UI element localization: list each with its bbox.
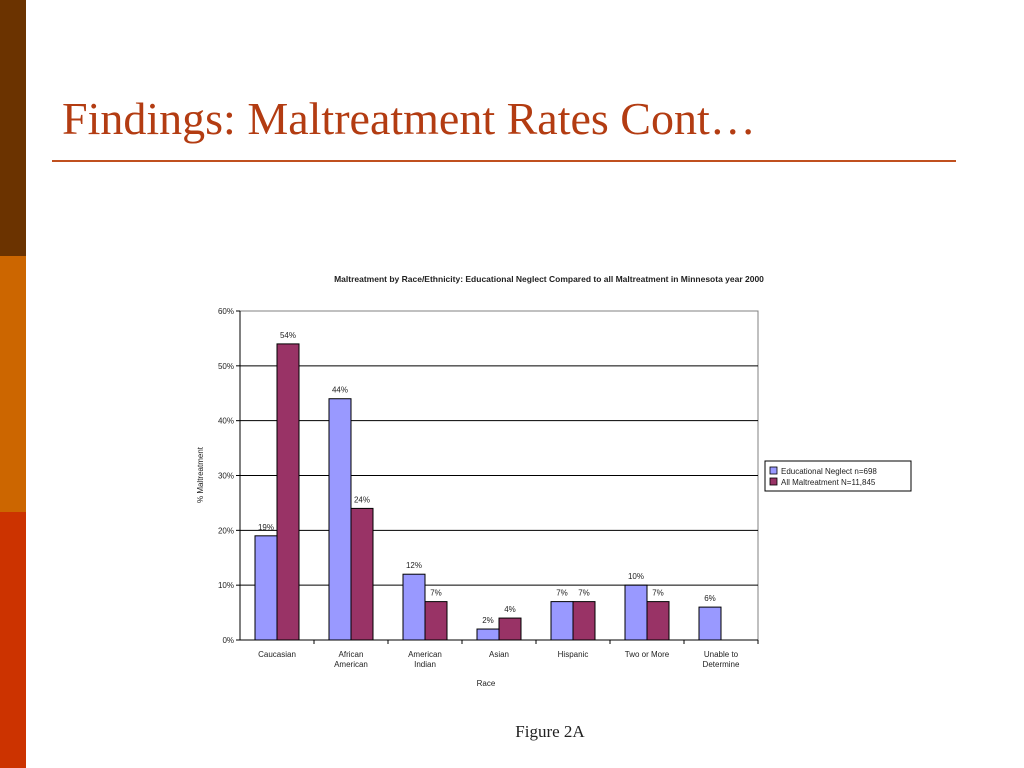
data-label: 2%	[482, 616, 494, 625]
chart-bars	[254, 343, 722, 641]
x-tick-label: Two or More	[625, 650, 670, 659]
data-label: 24%	[354, 495, 370, 504]
bar	[350, 507, 374, 641]
bar	[550, 601, 574, 641]
data-label: 54%	[280, 331, 296, 340]
bar	[624, 584, 648, 641]
chart-title: Maltreatment by Race/Ethnicity: Educatio…	[334, 274, 764, 284]
x-axis-title: Race	[477, 679, 496, 688]
title-rule	[52, 160, 956, 162]
data-label: 6%	[704, 594, 716, 603]
bar	[572, 601, 596, 641]
data-label: 19%	[258, 523, 274, 532]
y-tick-label: 20%	[218, 526, 234, 535]
y-tick-label: 40%	[218, 417, 234, 426]
x-tick-label: Caucasian	[258, 650, 296, 659]
figure-caption: Figure 2A	[515, 722, 585, 741]
slide-title: Findings: Maltreatment Rates Cont…	[62, 93, 756, 144]
y-axis-title: % Maltreatment	[196, 446, 205, 503]
data-label: 44%	[332, 386, 348, 395]
bar	[276, 343, 300, 641]
x-tick-label: African American	[334, 650, 368, 669]
x-tick-label: Unable to Determine	[703, 650, 740, 669]
data-label: 10%	[628, 572, 644, 581]
chart-legend: Educational Neglect n=698 All Maltreatmen…	[764, 460, 912, 492]
bar	[698, 606, 722, 641]
x-tick-label: Hispanic	[558, 650, 589, 659]
data-label: 7%	[556, 589, 568, 598]
bar	[328, 398, 352, 641]
bar	[498, 617, 522, 641]
bar	[476, 628, 500, 641]
y-tick-label: 10%	[218, 581, 234, 590]
stripe-top	[0, 0, 26, 256]
bar	[424, 601, 448, 641]
data-label: 12%	[406, 561, 422, 570]
legend-label: Educational Neglect n=698	[781, 467, 877, 476]
chart-labels: 19% 54% 44% 24% 12% 7% 2% 4% 7% 7% 10% 7% 6%	[258, 331, 716, 625]
bar	[402, 573, 426, 641]
chart-axes: 0% 10% 20% 30% 40% 50% 60% Caucasian African Amer…	[218, 307, 759, 669]
legend-swatch	[769, 466, 778, 475]
legend-label: All Maltreatment N=11,845	[781, 478, 876, 487]
data-label: 7%	[578, 589, 590, 598]
data-label: 7%	[430, 589, 442, 598]
bar	[646, 601, 670, 641]
y-tick-label: 60%	[218, 307, 234, 316]
chart-grid	[239, 310, 759, 641]
bar	[254, 535, 278, 641]
data-label: 7%	[652, 589, 664, 598]
y-tick-label: 50%	[218, 362, 234, 371]
legend-swatch	[769, 477, 778, 486]
stripe-bottom	[0, 512, 26, 768]
data-label: 4%	[504, 605, 516, 614]
y-tick-label: 30%	[218, 472, 234, 481]
x-tick-label: Asian	[489, 650, 509, 659]
x-tick-label: American Indian	[408, 650, 442, 669]
stripe-middle	[0, 256, 26, 512]
legend-box	[764, 460, 912, 492]
y-tick-label: 0%	[222, 636, 234, 645]
